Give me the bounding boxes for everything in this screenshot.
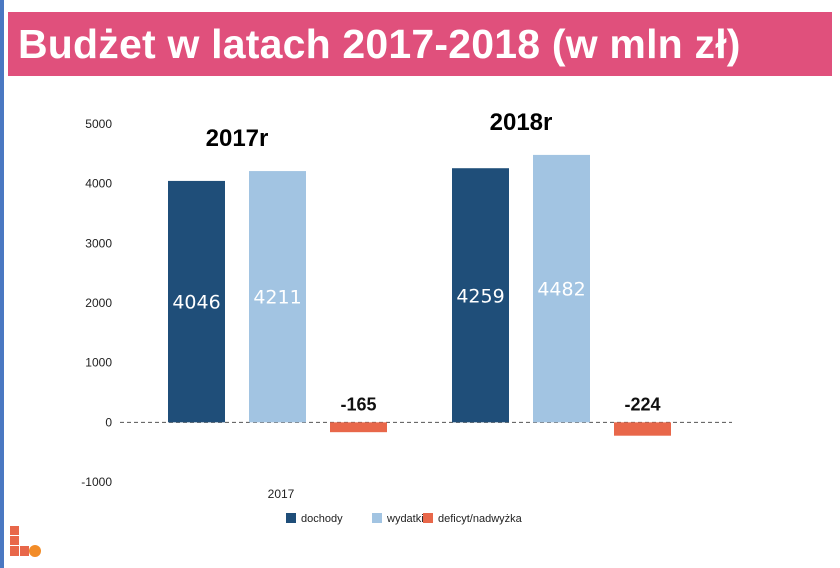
- y-tick-label: 0: [105, 415, 112, 429]
- bar: [452, 168, 509, 423]
- group-title: 2017r: [206, 125, 269, 152]
- title-banner: Budżet w latach 2017-2018 (w mln zł): [8, 12, 832, 76]
- legend-swatch: [372, 513, 382, 523]
- group-title: 2018r: [490, 109, 553, 136]
- x-axis-label: 2017: [268, 487, 295, 501]
- data-label: 4259: [456, 285, 504, 307]
- brand-logo-icon: [10, 526, 41, 557]
- left-accent-rule: [0, 0, 4, 568]
- data-label: 4046: [172, 292, 220, 314]
- bar: [168, 180, 225, 423]
- data-label: 4211: [253, 287, 301, 309]
- bar: [249, 171, 306, 423]
- bar: [533, 154, 590, 423]
- y-tick-label: 1000: [85, 356, 112, 370]
- legend-label: dochody: [301, 513, 343, 525]
- legend-label: wydatki: [386, 513, 424, 525]
- y-tick-label: 2000: [85, 296, 112, 310]
- legend-label: deficyt/nadwyżka: [438, 513, 523, 525]
- data-label: 4482: [537, 279, 585, 301]
- legend-swatch: [286, 513, 296, 523]
- y-tick-label: 5000: [85, 117, 112, 131]
- data-label: -224: [624, 394, 660, 414]
- chart-title: Budżet w latach 2017-2018 (w mln zł): [18, 20, 741, 67]
- y-tick-label: -1000: [81, 475, 112, 489]
- legend-swatch: [423, 513, 433, 523]
- data-label: -165: [340, 394, 376, 414]
- bar: [614, 422, 671, 436]
- y-tick-label: 3000: [85, 236, 112, 250]
- y-tick-label: 4000: [85, 177, 112, 191]
- bar: [330, 422, 387, 433]
